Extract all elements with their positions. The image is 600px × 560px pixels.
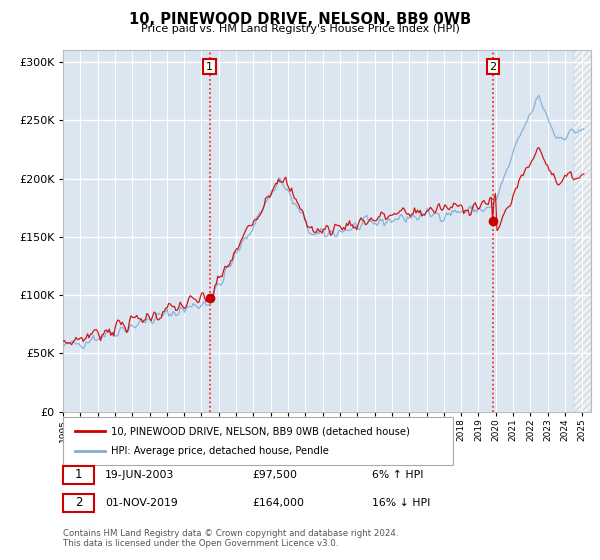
Text: HPI: Average price, detached house, Pendle: HPI: Average price, detached house, Pend… <box>111 446 329 456</box>
Text: Price paid vs. HM Land Registry's House Price Index (HPI): Price paid vs. HM Land Registry's House … <box>140 24 460 34</box>
Text: 2: 2 <box>75 496 82 510</box>
Text: 10, PINEWOOD DRIVE, NELSON, BB9 0WB: 10, PINEWOOD DRIVE, NELSON, BB9 0WB <box>129 12 471 27</box>
Text: 19-JUN-2003: 19-JUN-2003 <box>105 470 175 480</box>
Text: 16% ↓ HPI: 16% ↓ HPI <box>372 498 430 508</box>
Text: 10, PINEWOOD DRIVE, NELSON, BB9 0WB (detached house): 10, PINEWOOD DRIVE, NELSON, BB9 0WB (det… <box>111 426 410 436</box>
Text: 1: 1 <box>206 62 213 72</box>
Text: 2: 2 <box>490 62 497 72</box>
Text: 01-NOV-2019: 01-NOV-2019 <box>105 498 178 508</box>
Text: Contains HM Land Registry data © Crown copyright and database right 2024.: Contains HM Land Registry data © Crown c… <box>63 529 398 538</box>
Text: £164,000: £164,000 <box>252 498 304 508</box>
Text: 6% ↑ HPI: 6% ↑ HPI <box>372 470 424 480</box>
Text: This data is licensed under the Open Government Licence v3.0.: This data is licensed under the Open Gov… <box>63 539 338 548</box>
Text: 1: 1 <box>75 468 82 482</box>
Text: £97,500: £97,500 <box>252 470 297 480</box>
